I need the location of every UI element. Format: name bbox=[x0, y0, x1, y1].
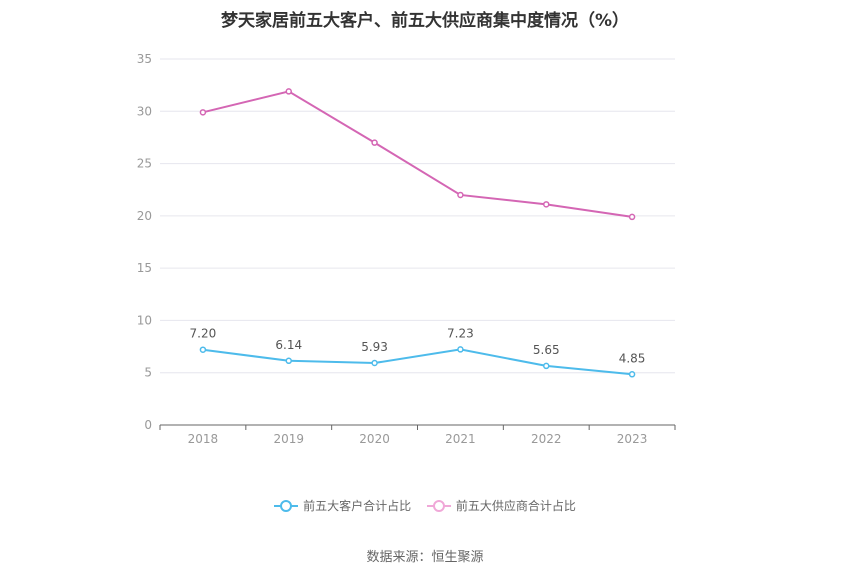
data-point bbox=[457, 346, 464, 353]
data-label: 7.23 bbox=[447, 326, 474, 340]
legend-item-customers[interactable]: 前五大客户合计占比 bbox=[274, 497, 411, 514]
data-label: 4.85 bbox=[619, 351, 646, 365]
data-labels: 7.20 6.14 5.93 7.23 5.65 4.85 bbox=[190, 326, 646, 365]
legend-marker-customers-icon bbox=[274, 499, 299, 512]
chart-title: 梦天家居前五大客户、前五大供应商集中度情况（%） bbox=[220, 11, 630, 31]
y-tick-label: 0 bbox=[144, 418, 152, 432]
legend-marker-suppliers-icon bbox=[426, 499, 451, 512]
data-point bbox=[371, 139, 378, 146]
grid-lines bbox=[160, 58, 675, 374]
data-source: 数据来源：恒生聚源 bbox=[366, 550, 484, 565]
y-tick-label: 25 bbox=[137, 157, 152, 171]
legend: 前五大客户合计占比 前五大供应商合计占比 bbox=[0, 497, 850, 516]
data-point bbox=[371, 359, 378, 367]
y-tick-label: 5 bbox=[144, 366, 152, 380]
data-label: 7.20 bbox=[190, 327, 217, 341]
y-tick-label: 35 bbox=[137, 52, 152, 66]
series-line-1 bbox=[202, 90, 633, 218]
data-label: 5.93 bbox=[361, 340, 388, 354]
data-point bbox=[199, 346, 207, 353]
data-label: 5.65 bbox=[533, 343, 560, 357]
series-lines bbox=[199, 88, 636, 378]
legend-label-suppliers: 前五大供应商合计占比 bbox=[455, 499, 576, 513]
series-line-0 bbox=[202, 348, 633, 376]
data-point bbox=[628, 213, 636, 221]
data-point bbox=[543, 201, 550, 208]
x-tick-label: 2018 bbox=[188, 432, 219, 446]
data-point bbox=[457, 191, 464, 199]
data-point bbox=[285, 357, 292, 365]
data-point bbox=[199, 109, 207, 116]
x-tick-label: 2023 bbox=[617, 432, 648, 446]
y-tick-label: 15 bbox=[137, 261, 152, 275]
y-tick-label: 30 bbox=[137, 104, 152, 118]
axes: 0 5 10 15 20 25 30 35 2018 2019 2020 2021 2022 2023 bbox=[137, 52, 676, 446]
data-point bbox=[628, 371, 636, 378]
data-point bbox=[543, 362, 550, 370]
x-tick-label: 2022 bbox=[531, 432, 562, 446]
x-tick-label: 2020 bbox=[359, 432, 390, 446]
y-tick-label: 10 bbox=[137, 313, 152, 327]
data-label: 6.14 bbox=[275, 338, 302, 352]
data-point bbox=[285, 88, 292, 95]
legend-label-customers: 前五大客户合计占比 bbox=[303, 499, 412, 513]
x-tick-label: 2019 bbox=[273, 432, 304, 446]
x-tick-label: 2021 bbox=[445, 432, 476, 446]
legend-item-suppliers[interactable]: 前五大供应商合计占比 bbox=[426, 497, 576, 514]
y-tick-label: 20 bbox=[137, 209, 152, 223]
